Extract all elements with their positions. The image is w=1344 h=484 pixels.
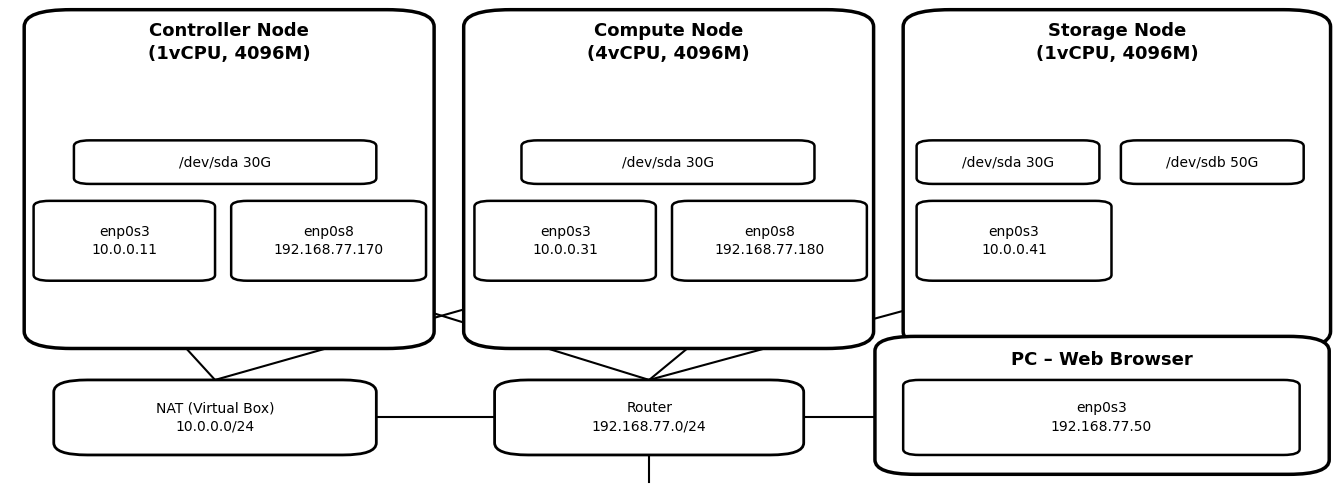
FancyBboxPatch shape [34, 201, 215, 281]
Text: enp0s3
10.0.0.11: enp0s3 10.0.0.11 [91, 225, 157, 257]
FancyBboxPatch shape [917, 201, 1111, 281]
FancyBboxPatch shape [74, 140, 376, 184]
Text: Router
192.168.77.0/24: Router 192.168.77.0/24 [591, 401, 707, 434]
FancyBboxPatch shape [474, 201, 656, 281]
Text: enp0s3
10.0.0.41: enp0s3 10.0.0.41 [981, 225, 1047, 257]
Text: /dev/sda 30G: /dev/sda 30G [622, 155, 714, 169]
Text: Compute Node
(4vCPU, 4096M): Compute Node (4vCPU, 4096M) [587, 22, 750, 63]
FancyBboxPatch shape [875, 336, 1329, 474]
FancyBboxPatch shape [917, 140, 1099, 184]
FancyBboxPatch shape [521, 140, 814, 184]
Text: PC – Web Browser: PC – Web Browser [1011, 351, 1193, 369]
FancyBboxPatch shape [1121, 140, 1304, 184]
Text: Controller Node
(1vCPU, 4096M): Controller Node (1vCPU, 4096M) [148, 22, 310, 63]
FancyBboxPatch shape [903, 10, 1331, 348]
FancyBboxPatch shape [54, 380, 376, 455]
Text: enp0s3
192.168.77.50: enp0s3 192.168.77.50 [1051, 401, 1152, 434]
Text: enp0s8
192.168.77.180: enp0s8 192.168.77.180 [714, 225, 825, 257]
FancyBboxPatch shape [231, 201, 426, 281]
FancyBboxPatch shape [24, 10, 434, 348]
Text: enp0s8
192.168.77.170: enp0s8 192.168.77.170 [274, 225, 383, 257]
Text: /dev/sdb 50G: /dev/sdb 50G [1167, 155, 1258, 169]
FancyBboxPatch shape [464, 10, 874, 348]
Text: Storage Node
(1vCPU, 4096M): Storage Node (1vCPU, 4096M) [1035, 22, 1199, 63]
Text: /dev/sda 30G: /dev/sda 30G [179, 155, 271, 169]
Text: NAT (Virtual Box)
10.0.0.0/24: NAT (Virtual Box) 10.0.0.0/24 [156, 401, 274, 434]
Text: enp0s3
10.0.0.31: enp0s3 10.0.0.31 [532, 225, 598, 257]
FancyBboxPatch shape [495, 380, 804, 455]
FancyBboxPatch shape [672, 201, 867, 281]
FancyBboxPatch shape [903, 380, 1300, 455]
Text: /dev/sda 30G: /dev/sda 30G [962, 155, 1054, 169]
